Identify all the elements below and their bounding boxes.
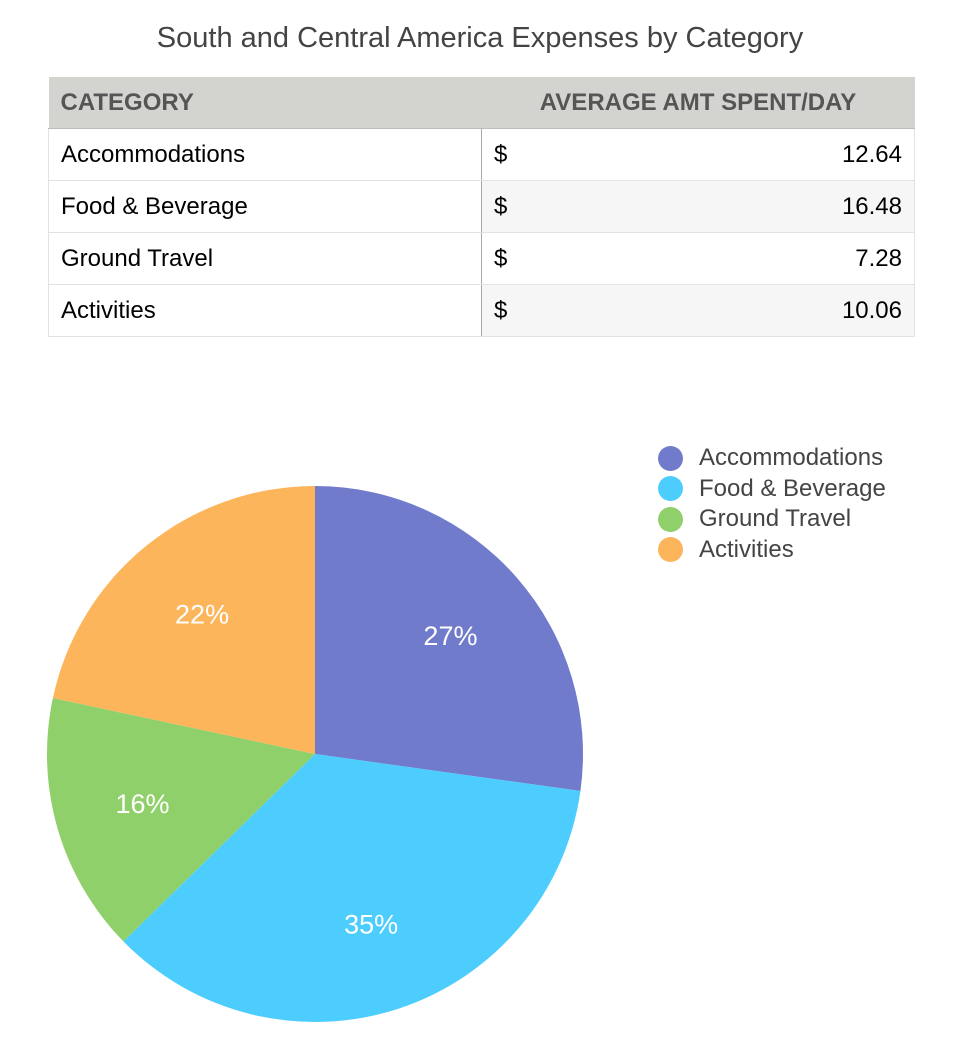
category-cell: Activities <box>48 284 482 337</box>
currency-symbol: $ <box>494 297 508 324</box>
chart-title: South and Central America Expenses by Ca… <box>156 22 804 54</box>
legend-item: Food & Beverage <box>658 474 886 505</box>
expenses-table: CATEGORY AVERAGE AMT SPENT/DAY Accommoda… <box>48 77 915 337</box>
table-row: Ground Travel $7.28 <box>48 232 915 285</box>
currency-symbol: $ <box>494 141 508 168</box>
amount: 16.48 <box>841 192 902 220</box>
pie-slice-ground-travel <box>47 698 316 942</box>
category-cell: Ground Travel <box>48 232 482 285</box>
table-row: Food & Beverage $16.48 <box>48 180 915 233</box>
legend-swatch-icon <box>658 445 683 471</box>
legend-label: Ground Travel <box>699 505 852 533</box>
legend-swatch-icon <box>658 476 683 502</box>
value-cell: $10.06 <box>481 284 915 337</box>
amount: 7.28 <box>855 244 902 272</box>
legend-item: Ground Travel <box>658 504 886 535</box>
currency-symbol: $ <box>494 245 508 272</box>
header-category: CATEGORY <box>48 77 482 129</box>
currency-symbol: $ <box>494 193 508 220</box>
value-cell: $12.64 <box>481 128 915 181</box>
amount: 12.64 <box>841 140 902 168</box>
legend-swatch-icon <box>658 506 683 532</box>
legend-swatch-icon <box>658 537 683 563</box>
slice-label: 27% <box>423 621 477 651</box>
legend-label: Accommodations <box>699 444 884 472</box>
pie-slice-food-beverage <box>123 754 581 1022</box>
slice-label: 16% <box>116 789 170 819</box>
value-cell: $7.28 <box>481 232 915 285</box>
legend-label: Activities <box>699 535 794 563</box>
table-row: Accommodations $12.64 <box>48 128 915 181</box>
amount: 10.06 <box>841 296 902 324</box>
legend-item: Accommodations <box>658 443 886 474</box>
value-cell: $16.48 <box>481 180 915 233</box>
header-average: AVERAGE AMT SPENT/DAY <box>481 77 915 129</box>
legend-item: Activities <box>658 535 886 566</box>
slice-label: 35% <box>344 910 398 940</box>
pie-slice-activities <box>52 486 315 754</box>
legend-label: Food & Beverage <box>699 474 886 502</box>
legend: Accommodations Food & Beverage Ground Trav… <box>658 443 886 565</box>
category-cell: Accommodations <box>48 128 482 181</box>
table-row: Activities $10.06 <box>48 284 915 337</box>
pie-slice-accommodations <box>315 486 583 792</box>
slice-label: 22% <box>175 599 229 629</box>
category-cell: Food & Beverage <box>48 180 482 233</box>
